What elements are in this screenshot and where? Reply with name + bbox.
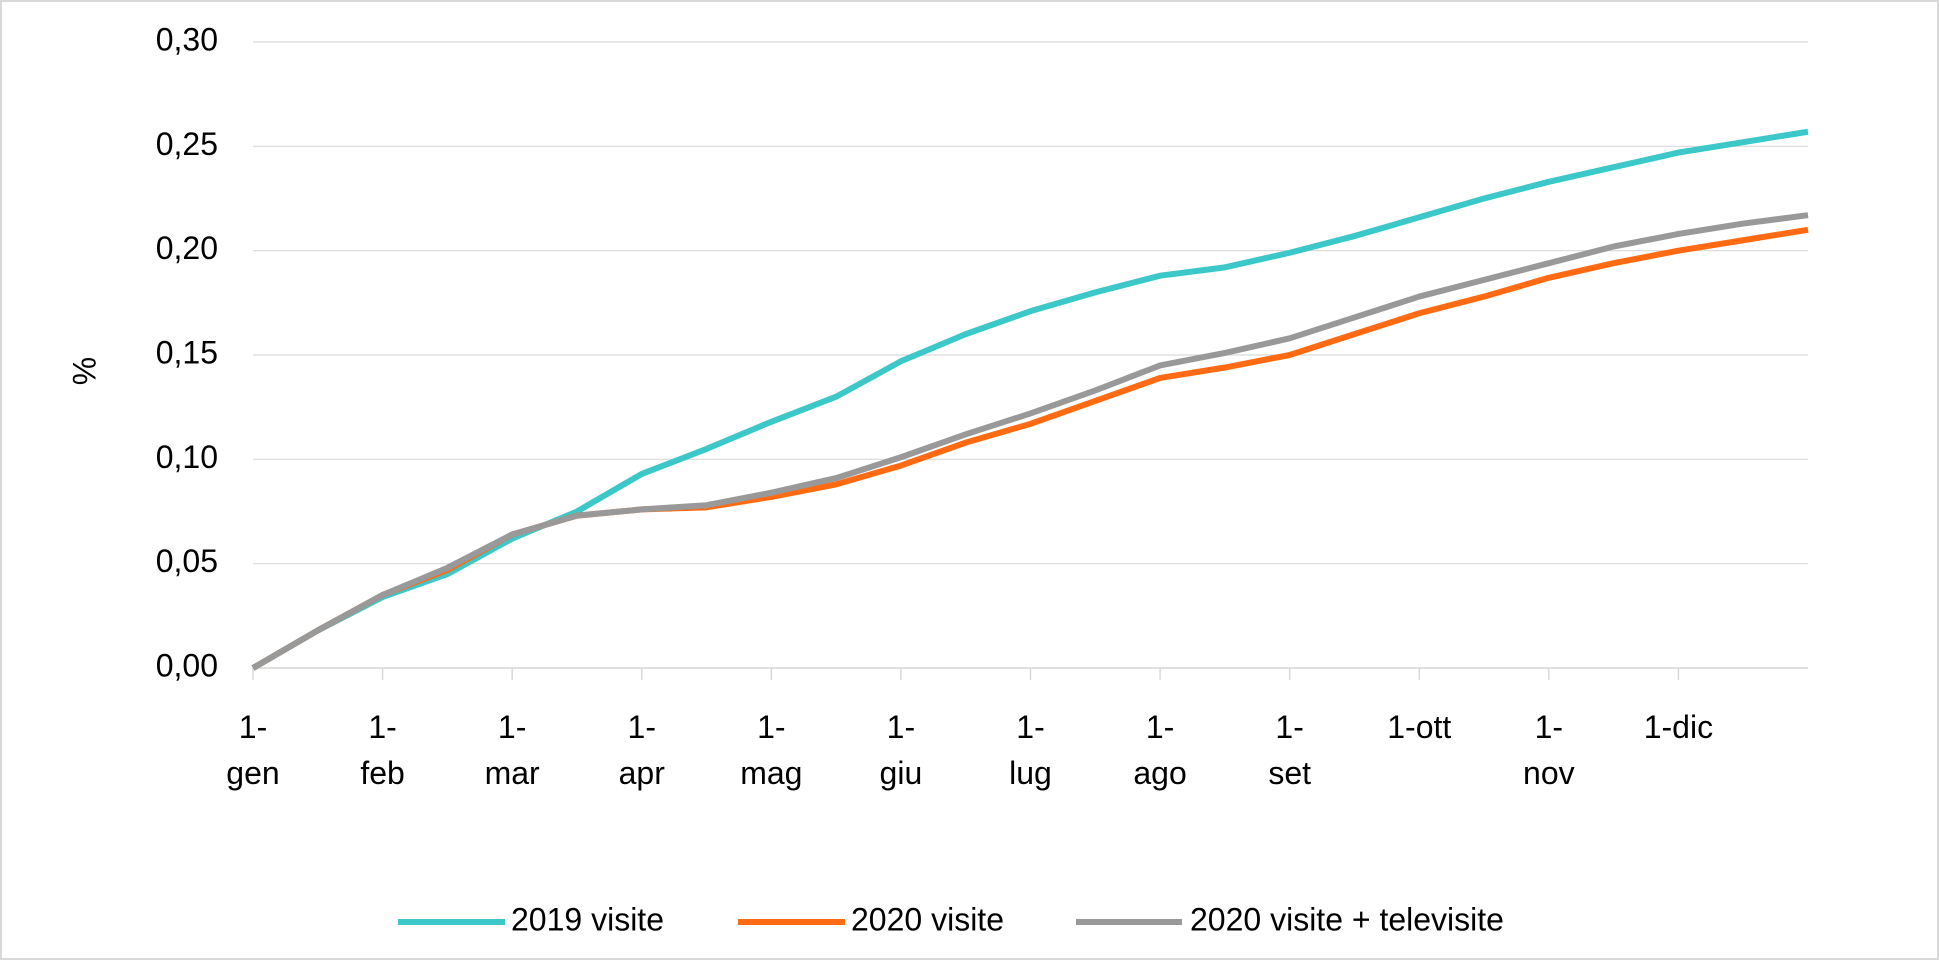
legend-label: 2020 visite xyxy=(851,901,1004,937)
x-tick-label: 1-mar xyxy=(484,709,540,791)
x-tick-label: 1-apr xyxy=(618,709,665,791)
y-tick-label: 0,10 xyxy=(156,439,218,475)
x-tick-label: 1-lug xyxy=(1009,709,1052,791)
x-tick-label: 1-ago xyxy=(1133,709,1187,791)
y-tick-label: 0,00 xyxy=(156,647,218,683)
x-tick-label: 1-set xyxy=(1268,709,1311,791)
y-tick-label: 0,05 xyxy=(156,543,218,579)
legend-label: 2020 visite + televisite xyxy=(1190,901,1504,937)
x-tick-label: 1-giu xyxy=(879,709,923,791)
series-line xyxy=(251,212,1809,671)
legend-label: 2019 visite xyxy=(511,901,664,937)
y-tick-label: 0,15 xyxy=(156,334,218,370)
x-tick-label: 1-mag xyxy=(740,709,803,791)
x-tick-label: 1-feb xyxy=(360,709,405,791)
x-tick-label: 1-ott xyxy=(1387,709,1452,745)
y-tick-label: 0,20 xyxy=(156,230,218,266)
y-axis-label: % xyxy=(66,357,102,385)
x-tick-label: 1-gen xyxy=(226,709,280,791)
series-line xyxy=(251,128,1809,671)
x-tick-label: 1-dic xyxy=(1643,709,1714,745)
y-tick-label: 0,30 xyxy=(156,21,218,57)
x-tick-label: 1-nov xyxy=(1523,709,1575,791)
y-tick-label: 0,25 xyxy=(156,126,218,162)
